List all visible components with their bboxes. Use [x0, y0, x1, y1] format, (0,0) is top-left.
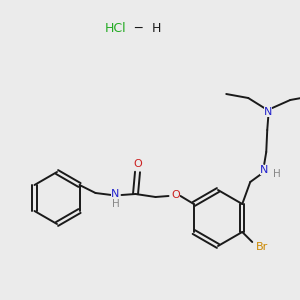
Text: N: N [260, 165, 269, 175]
Text: HCl: HCl [105, 22, 127, 34]
Text: O: O [171, 190, 180, 200]
Text: N: N [264, 107, 272, 117]
Text: H: H [152, 22, 161, 34]
Text: O: O [133, 159, 142, 169]
Text: ─: ─ [134, 22, 142, 34]
Text: H: H [112, 199, 119, 209]
Text: N: N [111, 189, 120, 199]
Text: H: H [273, 169, 281, 179]
Text: Br: Br [256, 242, 268, 252]
